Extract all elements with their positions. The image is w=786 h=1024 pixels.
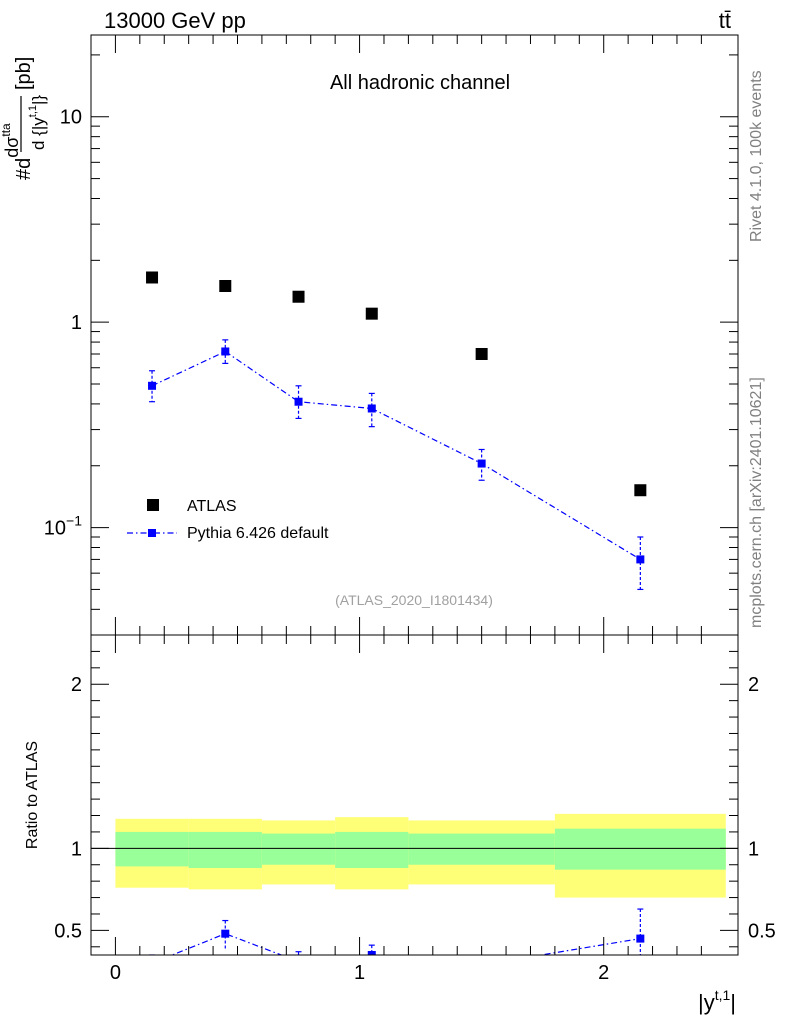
ratio-inner-band xyxy=(408,833,555,865)
legend: ATLAS Pythia 6.426 default xyxy=(127,498,329,542)
atlas-point xyxy=(292,290,305,303)
pythia-point xyxy=(477,459,486,468)
ratio-xlabel: |yt,1| xyxy=(698,987,736,1015)
main-title: All hadronic channel xyxy=(330,72,510,94)
ratio-ytick-label-right: 2 xyxy=(748,674,759,696)
pythia-point xyxy=(148,381,157,390)
ratio-xtick-label: 2 xyxy=(598,962,609,984)
pythia-point xyxy=(221,347,230,356)
legend-pythia-marker xyxy=(148,529,156,537)
ratio-pythia-point xyxy=(295,958,303,966)
ratio-pythia-point xyxy=(478,961,486,969)
ratio-ytick-label-right: 1 xyxy=(748,838,759,860)
ratio-ytick-label-left: 2 xyxy=(71,674,82,696)
main-ytick-label: 1 xyxy=(71,312,82,334)
analysis-watermark: (ATLAS_2020_I1801434) xyxy=(335,592,493,608)
ratio-xtick-label: 1 xyxy=(354,962,365,984)
main-ytick-label: 10−1 xyxy=(44,513,82,540)
main-ylabel-denominator: d {|yt,1|} xyxy=(27,95,48,150)
ratio-inner-band xyxy=(261,833,336,865)
pythia-point xyxy=(294,397,303,406)
legend-pythia-label: Pythia 6.426 default xyxy=(187,525,329,542)
legend-atlas-marker xyxy=(147,499,159,511)
process-label: tt̄ xyxy=(719,8,731,33)
atlas-point xyxy=(146,271,159,284)
atlas-point xyxy=(365,307,378,320)
main-ytick-label: 10 xyxy=(60,107,82,129)
atlas-point xyxy=(219,279,232,292)
ratio-inner-band xyxy=(188,831,262,869)
pythia-point xyxy=(367,404,376,413)
ratio-inner-band xyxy=(115,831,189,867)
energy-label: 13000 GeV pp xyxy=(104,8,246,33)
ratio-ytick-label-left: 0.5 xyxy=(54,920,82,942)
ratio-pythia-point xyxy=(221,929,230,938)
ratio-frame xyxy=(90,634,739,956)
main-ylabel: #ddσtta d {|yt,1|} [pb] xyxy=(0,57,48,180)
ratio-panel: 0.5 0.5 1 1 2 2 0 1 2 Ratio to ATLAS |yt,1| xyxy=(24,634,776,1015)
atlas-point xyxy=(634,484,647,497)
mcplots-label: mcplots.cern.ch [arXiv:2401.10621] xyxy=(748,377,765,628)
ratio-ytick-label-left: 1 xyxy=(71,838,82,860)
main-panel: 10−1 1 10 All hadronic channel (ATLAS_2020… xyxy=(0,34,739,636)
ratio-pythia-point xyxy=(148,959,156,967)
main-frame xyxy=(90,34,739,636)
ratio-ytick-label-right: 0.5 xyxy=(748,920,776,942)
pythia-point xyxy=(636,555,645,564)
ratio-pythia-point xyxy=(636,934,645,943)
atlas-point xyxy=(475,347,488,360)
pythia-line xyxy=(151,350,641,560)
ratio-ylabel: Ratio to ATLAS xyxy=(24,741,41,849)
ratio-inner-band xyxy=(335,831,409,869)
rivet-label: Rivet 4.1.0, 100k events xyxy=(748,70,765,242)
ratio-xtick-label: 0 xyxy=(110,962,121,984)
main-ylabel-unit: [pb] xyxy=(13,57,35,90)
legend-atlas-label: ATLAS xyxy=(187,498,237,515)
ratio-series-group xyxy=(148,908,645,969)
main-ylabel-text: #ddσtta xyxy=(0,123,35,180)
ratio-pythia-point xyxy=(367,951,376,955)
ratio-inner-band xyxy=(554,828,726,870)
